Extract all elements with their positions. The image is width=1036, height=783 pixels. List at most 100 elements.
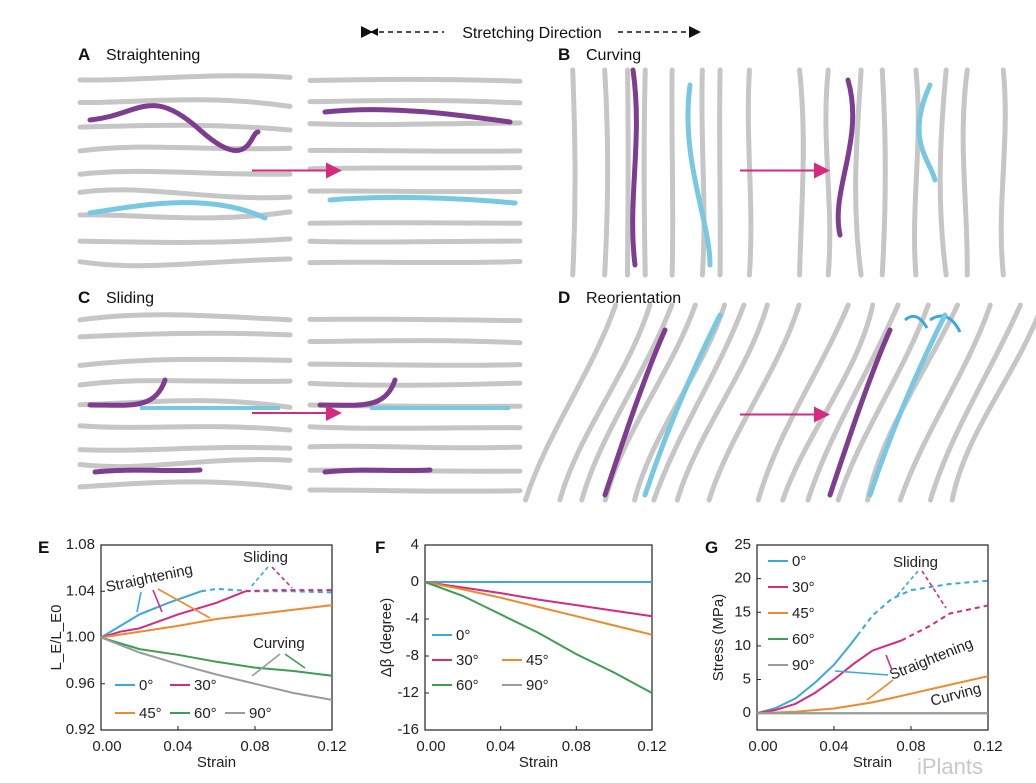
series-line-60 <box>424 581 653 694</box>
fiber <box>307 120 523 128</box>
fiber <box>77 312 293 323</box>
legend-label: 45° <box>792 605 815 622</box>
annotation-straightening: Straightening <box>887 635 975 684</box>
x-tick-label: 0.08 <box>240 738 269 755</box>
fiber <box>557 302 653 503</box>
legend-label: 90° <box>249 705 272 722</box>
legend-label: 0° <box>792 553 806 570</box>
highlighted-fiber-purple <box>322 107 513 125</box>
fiber <box>823 67 833 278</box>
y-tick-label: 10 <box>734 637 751 654</box>
fiber <box>77 444 293 453</box>
annotation-curving: Curving <box>929 680 983 710</box>
fiber <box>998 67 1008 278</box>
y-tick-label: 0 <box>411 573 419 590</box>
fiber <box>780 302 876 503</box>
fiber <box>77 122 293 133</box>
initial-state-image <box>570 67 754 278</box>
panel-letter: F <box>375 538 385 557</box>
fiber <box>307 424 523 431</box>
series-dashed-line-30 <box>245 589 332 593</box>
fiber <box>307 188 523 195</box>
y-tick-label: -16 <box>397 721 419 738</box>
y-tick-label: 1.08 <box>66 536 95 553</box>
panel-title: Straightening <box>106 47 200 64</box>
highlighted-fiber <box>642 312 723 498</box>
fiber <box>755 302 851 503</box>
fiber <box>307 220 523 226</box>
y-tick-label: 0 <box>743 704 751 721</box>
legend: 0° 30° 45° 60° 90° <box>432 627 549 694</box>
fiber <box>937 67 949 278</box>
y-axis-label: Δβ (degree) <box>378 598 395 678</box>
annotation-curving: Curving <box>253 635 305 652</box>
x-tick-label: 0.00 <box>416 738 445 755</box>
fiber <box>624 67 631 278</box>
x-axis-label: Strain <box>853 754 892 771</box>
highlighted-fiber-purple <box>827 327 893 498</box>
initial-state-image <box>523 302 802 503</box>
fiber <box>835 302 931 503</box>
fiber <box>77 356 293 368</box>
y-tick-label: 1.04 <box>66 582 95 599</box>
legend-label: 30° <box>194 677 217 694</box>
fiber <box>879 67 888 278</box>
fiber <box>641 67 648 278</box>
legend-label: 90° <box>526 677 549 694</box>
chart-G: G 0.00 0.04 0.08 0.12 0 5 10 15 20 25 Strain Stress … <box>705 536 1003 771</box>
simulation-panels: A Straightening B Curving C Sliding D Reorienta… <box>77 45 1036 503</box>
legend-label: 0° <box>456 627 470 644</box>
fiber <box>706 302 802 503</box>
highlighted-fiber <box>916 82 938 183</box>
fiber <box>805 302 901 503</box>
stretched-state-image <box>307 316 523 494</box>
watermark: iPlants <box>917 754 983 778</box>
y-axis-label: Stress (MPa) <box>710 594 727 682</box>
panel-letter: A <box>78 45 90 64</box>
fiber <box>77 168 293 177</box>
annotation-arrow-icon <box>136 591 142 613</box>
panel-letter: B <box>558 45 570 64</box>
stretching-direction-header: Stretching Direction <box>361 25 701 42</box>
highlighted-fiber <box>685 82 713 268</box>
x-axis-label: Strain <box>197 754 236 771</box>
fiber <box>77 187 293 201</box>
highlighted-fiber-purple <box>835 77 856 238</box>
annotation-straightening: Straightening <box>104 561 194 596</box>
highlighted-fiber-purple <box>87 377 168 408</box>
highlighted-fiber-purple <box>602 327 668 498</box>
legend: 0° 30° 45° 60° 90° <box>115 677 272 722</box>
fiber <box>77 330 293 340</box>
y-tick-label: 4 <box>411 536 419 553</box>
x-axis-label: Strain <box>519 754 558 771</box>
highlighted-fiber-purple <box>87 103 261 153</box>
x-tick-label: 0.08 <box>896 738 925 755</box>
fiber <box>579 302 675 503</box>
stretching-direction-label: Stretching Direction <box>462 25 602 42</box>
plot-frame <box>424 544 653 731</box>
plot-frame <box>756 544 989 731</box>
fiber <box>570 67 578 278</box>
initial-state-image <box>77 312 293 491</box>
annotation-arrow-icon <box>271 566 293 589</box>
panel-letter: E <box>38 538 49 557</box>
chart-F: F 0.00 0.04 0.08 0.12 -16 -12 -8 -4 0 4 Strain Δβ (d… <box>375 536 667 771</box>
series-line-30 <box>424 581 653 618</box>
fiber <box>523 302 619 503</box>
panel-letter: D <box>558 288 570 307</box>
highlighted-fiber-purple <box>630 67 639 268</box>
x-tick-label: 0.12 <box>973 738 1002 755</box>
fiber <box>602 67 611 278</box>
stretched-state-image <box>797 67 1008 278</box>
annotation-arrow-icon <box>249 566 269 589</box>
fiber <box>77 378 293 388</box>
y-tick-label: -4 <box>406 610 419 627</box>
legend: 0° 30° 45° 60° 90° <box>768 553 815 674</box>
fiber <box>949 314 1036 503</box>
legend-label: 30° <box>456 652 479 669</box>
y-tick-label: 0.96 <box>66 675 95 692</box>
fiber <box>307 165 523 172</box>
series-line-60 <box>100 636 333 677</box>
